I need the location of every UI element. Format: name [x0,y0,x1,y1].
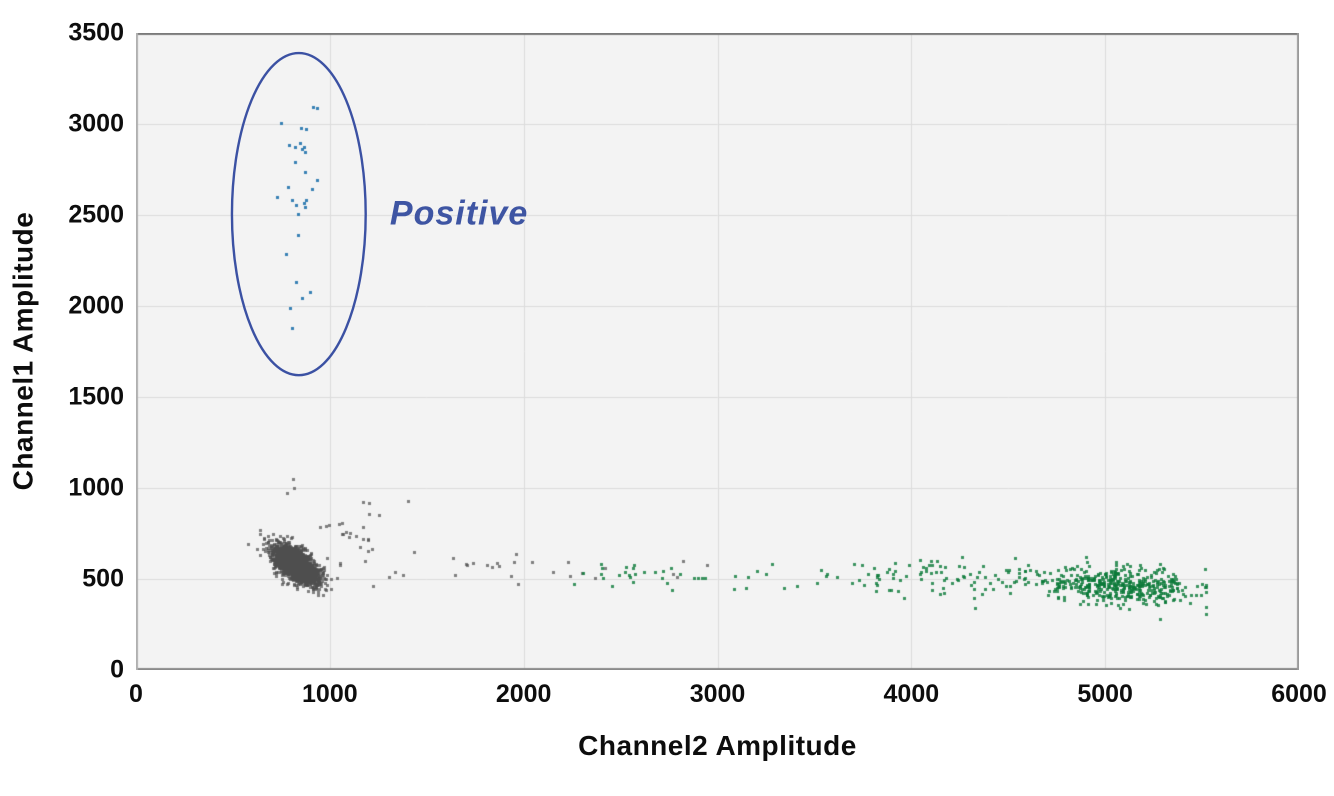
x-tick-label: 1000 [302,680,358,708]
x-axis-title: Channel2 Amplitude [578,730,857,761]
x-tick-label: 5000 [1077,680,1133,708]
x-tick-label: 4000 [883,680,940,708]
x-tick-label: 2000 [495,680,552,708]
x-tick-label: 3000 [689,680,746,708]
positive-annotation-label: Positive [389,194,529,233]
scatter-canvas [136,33,1299,670]
y-tick-label: 0 [110,655,124,684]
y-tick-label: 1500 [68,382,124,411]
y-tick-label: 3000 [68,109,124,138]
y-tick-label: 2500 [68,200,124,229]
y-tick-label: 500 [82,564,124,593]
x-tick-label: 6000 [1271,680,1327,708]
y-tick-label: 1000 [68,473,124,502]
plot-area [136,33,1299,670]
y-tick-label: 3500 [68,18,124,47]
y-tick-label: 2000 [68,291,124,320]
x-tick-label: 0 [129,680,143,708]
